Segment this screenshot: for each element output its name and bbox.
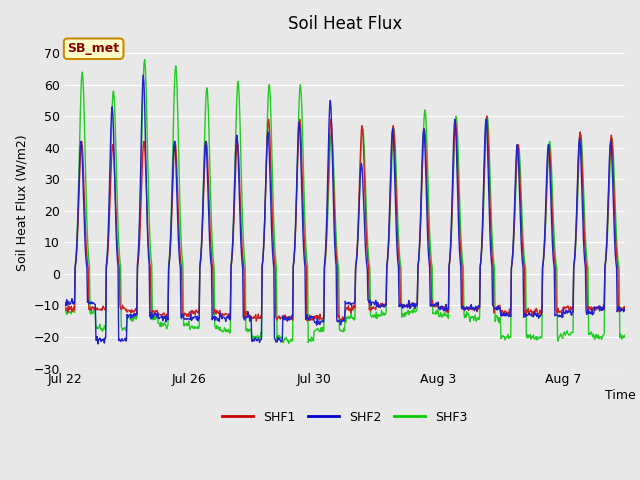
SHF3 — [141, 57, 148, 62]
SHF3 — [81, 142, 89, 147]
SHF2 — [94, 341, 102, 347]
SHF1 — [621, 305, 629, 311]
Line: SHF3: SHF3 — [65, 60, 625, 343]
SHF3 — [193, 325, 201, 331]
SHF3 — [380, 310, 387, 316]
SHF2 — [296, 126, 303, 132]
SHF2 — [515, 160, 522, 166]
SHF2 — [266, 171, 274, 177]
SHF2 — [621, 307, 629, 313]
SHF3 — [285, 340, 292, 346]
Y-axis label: Soil Heat Flux (W/m2): Soil Heat Flux (W/m2) — [15, 134, 28, 271]
Line: SHF1: SHF1 — [65, 116, 625, 321]
SHF1 — [379, 304, 387, 310]
SHF1 — [266, 122, 273, 128]
SHF2 — [380, 301, 387, 307]
SHF1 — [295, 120, 303, 126]
SHF3 — [61, 306, 68, 312]
SHF1 — [193, 308, 200, 314]
SHF2 — [140, 72, 147, 78]
Legend: SHF1, SHF2, SHF3: SHF1, SHF2, SHF3 — [217, 406, 473, 429]
SHF1 — [483, 113, 491, 119]
SHF3 — [296, 85, 303, 91]
SHF3 — [266, 82, 273, 87]
X-axis label: Time: Time — [605, 389, 636, 402]
SHF1 — [515, 146, 522, 152]
Line: SHF2: SHF2 — [65, 75, 625, 344]
SHF1 — [61, 303, 68, 309]
SHF3 — [515, 142, 522, 147]
SHF2 — [61, 300, 68, 306]
SHF2 — [81, 238, 89, 243]
Text: SB_met: SB_met — [68, 42, 120, 55]
Title: Soil Heat Flux: Soil Heat Flux — [288, 15, 402, 33]
SHF3 — [621, 332, 629, 338]
SHF1 — [252, 318, 260, 324]
SHF1 — [81, 212, 89, 217]
SHF2 — [194, 318, 202, 324]
